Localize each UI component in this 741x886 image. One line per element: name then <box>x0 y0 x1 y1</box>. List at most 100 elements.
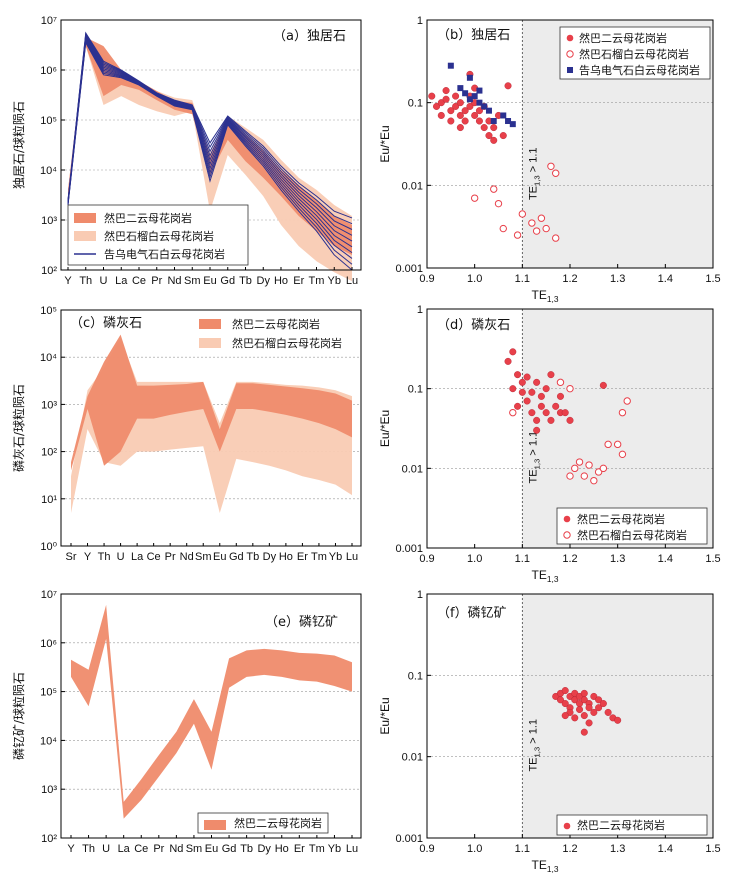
data-point <box>585 461 593 469</box>
threshold-label: TE1,3 > 1.1 <box>527 719 541 772</box>
legend-label: 然巴石榴白云母花岗岩 <box>577 528 687 542</box>
data-point <box>580 712 588 720</box>
data-point <box>470 194 479 202</box>
x-tick-label: 1.4 <box>658 273 673 285</box>
legend-swatch <box>566 34 574 42</box>
y-tick-label: 10⁶ <box>40 638 57 650</box>
x-tick-label: 1.3 <box>610 273 625 285</box>
x-tick-label: 1.2 <box>562 843 577 855</box>
panel-titles: （a）独居石 （b）独居石 （c）磷灰石 （d）磷灰石 （e）磷钇矿 （f）磷钇矿 <box>70 28 510 630</box>
y-tick-label: 10⁴ <box>40 735 57 747</box>
y-tick-label: 0.1 <box>408 384 423 396</box>
legend-swatch <box>563 822 571 830</box>
x-tick-label: Tm <box>311 551 327 563</box>
series-line <box>67 39 353 259</box>
y-tick-label: 10³ <box>41 215 57 227</box>
legend-box <box>556 814 708 836</box>
data-point <box>509 348 517 356</box>
series-line <box>67 32 353 225</box>
data-point <box>580 728 588 736</box>
x-tick-label: Ce <box>132 275 146 287</box>
data-point <box>613 440 622 449</box>
data-point <box>537 392 545 400</box>
plot-frame <box>60 19 362 271</box>
threshold-label: TE1,3 > 1.1 <box>527 147 541 200</box>
data-point <box>623 397 631 405</box>
x-tick-label: Eu <box>213 551 226 563</box>
plot-frame <box>60 309 362 547</box>
data-point <box>590 692 598 700</box>
x-tick-label: Nd <box>169 843 183 855</box>
x-tick-label: La <box>115 275 128 287</box>
legend-box <box>559 26 711 80</box>
data-point <box>505 118 512 125</box>
data-point <box>547 371 555 379</box>
legend-label: 告乌电气石白云母花岗岩 <box>579 63 700 77</box>
legend-label: 告乌电气石白云母花岗岩 <box>104 247 225 261</box>
data-point <box>575 458 584 466</box>
data-point <box>537 402 545 410</box>
data-point <box>442 95 450 103</box>
data-point <box>490 185 498 193</box>
x-tick-label: Er <box>293 275 304 287</box>
x-tick-label: 1.0 <box>467 273 482 285</box>
y-tick-label: 10⁰ <box>40 541 57 553</box>
x-tick-label: 1.5 <box>705 553 720 565</box>
y-tick-label: 10⁶ <box>40 65 57 77</box>
data-point <box>618 408 627 417</box>
data-point <box>571 464 579 473</box>
legend-swatch <box>199 319 221 329</box>
x-tick-label: U <box>100 275 108 287</box>
legend-f: 然巴二云母花岗岩 <box>556 814 708 836</box>
y-tick-label: 10¹ <box>41 494 57 506</box>
data-point <box>590 476 598 485</box>
data-point <box>471 111 479 119</box>
x-axis-title: TE1,3 <box>532 568 559 584</box>
series-line <box>67 37 353 254</box>
panel-title-d: （d）磷灰石 <box>437 318 510 333</box>
data-point <box>604 708 612 716</box>
y-axis-title: 独居石/球粒陨石 <box>11 101 26 189</box>
data-point <box>452 102 460 110</box>
series-line <box>67 33 353 230</box>
data-point <box>461 117 469 125</box>
x-tick-label: Tb <box>240 843 253 855</box>
data-point <box>618 450 627 459</box>
data-point <box>552 169 560 177</box>
y-tick-label: 1 <box>417 15 423 27</box>
legend-swatch <box>566 50 574 58</box>
data-point <box>542 385 550 393</box>
series-line <box>67 31 353 219</box>
x-tick-label: Eu <box>203 275 216 287</box>
data-point <box>604 440 612 449</box>
data-point <box>457 85 464 92</box>
legend-box <box>556 507 708 545</box>
x-tick-label: La <box>118 843 131 855</box>
legend-swatch <box>74 231 96 241</box>
x-tick-label: Gd <box>220 275 235 287</box>
data-point <box>499 132 507 140</box>
data-point <box>466 102 474 110</box>
x-tick-label: 1.5 <box>705 273 720 285</box>
data-point <box>532 227 541 235</box>
data-point <box>480 124 488 132</box>
y-tick-label: 10⁴ <box>40 352 57 364</box>
x-axis-title: TE1,3 <box>532 858 559 874</box>
data-point <box>485 107 492 114</box>
x-tick-label: Eu <box>205 843 218 855</box>
legend-e: 然巴二云母花岗岩 <box>197 812 329 834</box>
x-tick-label: 1.4 <box>658 843 673 855</box>
x-tick-label: La <box>131 551 144 563</box>
data-point <box>561 700 569 708</box>
data-point <box>523 397 531 405</box>
y-axis-title: 磷灰石/球粒陨石 <box>11 384 26 472</box>
data-point <box>471 93 478 100</box>
legend-label: 然巴二云母花岗岩 <box>579 31 667 45</box>
data-point <box>528 219 536 227</box>
data-point <box>461 107 469 115</box>
data-point <box>561 409 569 417</box>
data-point <box>494 199 503 208</box>
y-tick-label: 0.001 <box>395 263 423 275</box>
data-point <box>528 388 536 396</box>
